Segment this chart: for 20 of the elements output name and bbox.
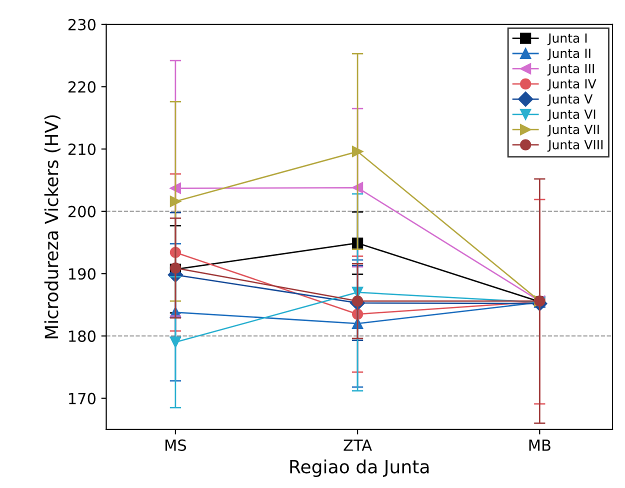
legend-label: Junta IV: [547, 79, 596, 91]
y-tick-label: 200: [68, 206, 96, 218]
legend-label: Junta I: [547, 34, 587, 46]
legend-label: Junta II: [547, 48, 590, 60]
legend-label: Junta III: [547, 64, 594, 76]
y-tick-label: 190: [69, 268, 96, 280]
legend-label: Junta V: [547, 94, 593, 106]
y-tick-label: 170: [69, 392, 96, 404]
y-tick-label: 210: [68, 143, 96, 156]
y-tick-label: 230: [68, 18, 96, 30]
y-tick-label: 180: [69, 330, 96, 342]
legend-label: Junta VII: [547, 124, 599, 136]
x-tick-label: ZTA: [344, 440, 372, 451]
y-axis-title: Microdureza Vickers (HV): [44, 115, 60, 338]
x-tick-label: MB: [529, 440, 550, 451]
legend-label: Junta VI: [547, 110, 596, 122]
legend-label: Junta VIII: [547, 140, 603, 152]
x-tick-label: MS: [166, 439, 186, 451]
x-axis-title: Regiao da Junta: [290, 460, 429, 477]
y-tick-label: 220: [68, 81, 96, 93]
